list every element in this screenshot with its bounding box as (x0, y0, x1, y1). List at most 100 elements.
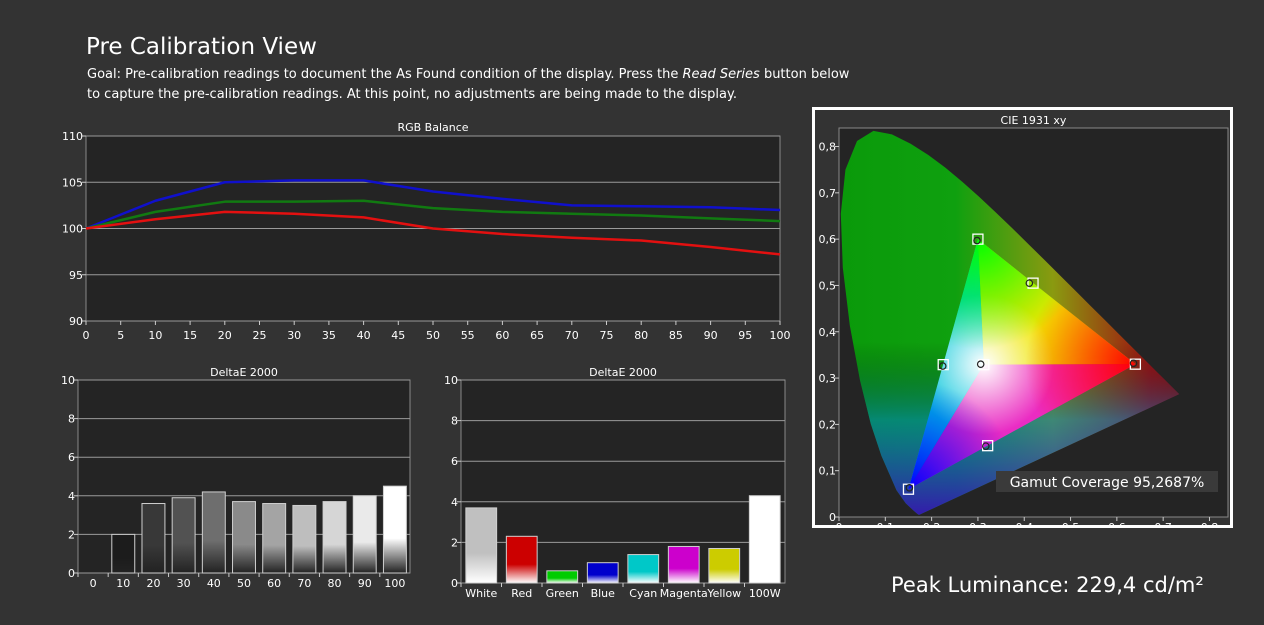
x-tick-label: 0,6 (1108, 521, 1126, 528)
x-tick-label: 80 (634, 329, 648, 340)
measured-marker-5 (1025, 279, 1034, 287)
x-tick-label: 50 (237, 577, 251, 590)
bar-100w (748, 495, 781, 584)
x-tick-label: White (465, 587, 497, 600)
x-tick-label: 95 (738, 329, 752, 340)
x-tick-label: 10 (116, 577, 130, 590)
y-tick-label: 0,6 (819, 233, 837, 246)
y-tick-label: 10 (444, 374, 458, 387)
x-tick-label: 55 (461, 329, 475, 340)
bar-magenta (667, 545, 700, 584)
read-series-reference: Read Series (682, 67, 760, 82)
y-tick-label: 100 (62, 223, 83, 236)
x-tick-label: 0,3 (969, 521, 987, 528)
x-tick-label: 60 (495, 329, 509, 340)
x-tick-label: Red (511, 587, 532, 600)
y-tick-label: 2 (451, 536, 458, 549)
x-tick-label: 20 (218, 329, 232, 340)
bar-70 (292, 504, 317, 574)
page-title: Pre Calibration View (86, 34, 317, 60)
bar-10 (111, 533, 136, 574)
x-tick-label: 15 (183, 329, 197, 340)
bar-20 (141, 503, 166, 574)
x-tick-label: 40 (357, 329, 371, 340)
bar-100 (382, 485, 407, 574)
x-tick-label: Green (546, 587, 579, 600)
color-deltae-chart: DeltaE 2000 0 2 4 6 8 10 White Red Green Blue Cyan M… (444, 366, 786, 600)
page-description: Goal: Pre-calibration readings to docume… (87, 65, 857, 105)
y-tick-label: 0 (829, 511, 836, 524)
y-tick-label: 90 (69, 315, 83, 328)
y-tick-label: 0,1 (819, 465, 837, 478)
y-tick-label: 8 (451, 415, 458, 428)
gamut-coverage-label: Gamut Coverage 95,2687% (1010, 475, 1205, 491)
y-tick-label: 0 (451, 577, 458, 590)
x-tick-label: Blue (591, 587, 616, 600)
bar-white (465, 507, 498, 584)
bar-50 (232, 501, 256, 574)
y-tick-label: 8 (68, 413, 75, 426)
measured-marker-0 (1129, 359, 1138, 368)
y-tick-label: 10 (61, 374, 75, 387)
bar-60 (262, 503, 287, 574)
measured-marker-4 (982, 442, 990, 450)
target-marker-5 (1027, 277, 1039, 289)
gamut-triangle (908, 239, 1136, 490)
x-tick-label: 90 (358, 577, 372, 590)
y-tick-label: 4 (451, 496, 458, 509)
measured-marker-3 (938, 362, 947, 370)
measured-marker-6 (976, 360, 985, 368)
series-line-2 (85, 210, 781, 256)
y-tick-label: 6 (68, 451, 75, 464)
chart-title: DeltaE 2000 (589, 366, 657, 379)
bar-80 (322, 501, 347, 574)
y-tick-label: 0,7 (819, 187, 837, 200)
x-tick-label: 60 (267, 577, 281, 590)
x-tick-label: 65 (530, 329, 544, 340)
chart-title: RGB Balance (397, 121, 468, 134)
x-tick-label: 0,7 (1154, 521, 1172, 528)
x-tick-label: 90 (704, 329, 718, 340)
x-tick-label: 30 (177, 577, 191, 590)
y-tick-label: 0,3 (819, 372, 837, 385)
description-text-1: Goal: Pre-calibration readings to docume… (87, 67, 683, 82)
x-tick-label: 10 (148, 329, 162, 340)
y-tick-label: 0,5 (819, 279, 837, 292)
series-line-1 (85, 199, 781, 230)
bar-green (546, 570, 579, 584)
x-tick-label: 100 (770, 329, 791, 340)
rgb-balance-chart: RGB Balance 90 95 100 105 110 0 5 10 15 20 25 30 35 40… (62, 121, 791, 340)
x-tick-label: 0,1 (877, 521, 895, 528)
x-tick-label: 0 (836, 521, 843, 528)
gamut-coverage-box (996, 471, 1218, 492)
x-tick-label: 45 (391, 329, 405, 340)
bar-40 (201, 491, 226, 574)
target-marker-6 (978, 358, 990, 371)
cie-1931-chart: CIE 1931 xy 0 0,1 0,2 0,3 0,4 0,5 0,6 0,7 0,8 0 0,1… (812, 107, 1233, 528)
measured-marker-1 (973, 236, 981, 245)
y-tick-label: 0,8 (819, 141, 837, 154)
x-tick-label: 50 (426, 329, 440, 340)
x-tick-label: 0,8 (1201, 521, 1219, 528)
x-tick-label: 25 (253, 329, 267, 340)
x-tick-label: 40 (207, 577, 221, 590)
x-tick-label: Cyan (629, 587, 657, 600)
x-tick-label: 0,4 (1015, 521, 1032, 528)
series-line-0 (85, 179, 781, 230)
y-tick-label: 110 (62, 130, 83, 143)
bar-red (505, 535, 538, 584)
x-tick-label: 0 (90, 577, 97, 590)
x-tick-label: 80 (328, 577, 342, 590)
x-tick-label: 0,2 (923, 521, 941, 528)
x-tick-label: 85 (669, 329, 683, 340)
bar-yellow (708, 547, 741, 584)
bar-30 (171, 497, 196, 574)
x-tick-label: 35 (322, 329, 336, 340)
chart-title: CIE 1931 xy (1001, 114, 1067, 127)
x-tick-label: 30 (287, 329, 301, 340)
x-tick-label: 100 (384, 577, 405, 590)
x-tick-label: Magenta (660, 587, 708, 600)
x-tick-label: 0,5 (1062, 521, 1080, 528)
bar-90 (352, 495, 377, 574)
y-tick-label: 2 (68, 528, 75, 541)
